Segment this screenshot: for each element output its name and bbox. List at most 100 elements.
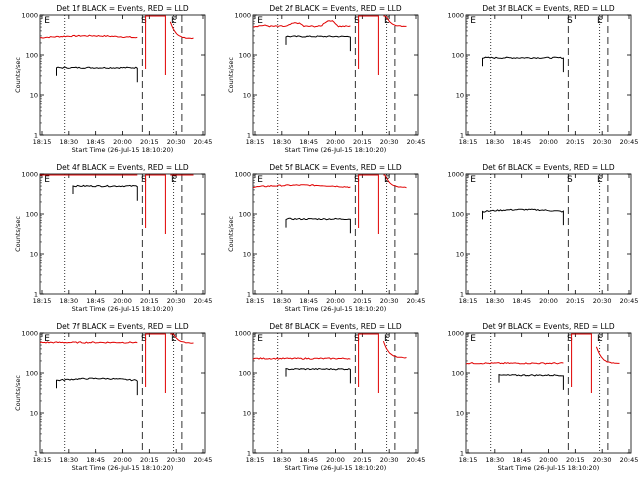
- events-series-line: [285, 217, 351, 234]
- lld-series-line: [595, 346, 620, 364]
- interval-marker: E: [171, 16, 177, 26]
- lld-series-line: [39, 341, 138, 344]
- y-tick-label: 100: [26, 210, 38, 218]
- x-tick-label: 20:00: [326, 138, 345, 146]
- y-tick-label: 10: [30, 409, 38, 417]
- interval-marker: S: [354, 175, 360, 185]
- x-tick-label: 18:45: [299, 456, 318, 464]
- y-axis-label: Counts/sec: [14, 375, 22, 411]
- interval-marker: E: [44, 175, 50, 185]
- x-tick-label: 20:00: [539, 138, 558, 146]
- interval-marker: S: [354, 16, 360, 26]
- interval-marker: E: [257, 334, 263, 344]
- lld-series-line: [145, 333, 166, 393]
- x-tick-label: 20:45: [407, 138, 426, 146]
- y-tick-label: 100: [239, 210, 251, 218]
- x-tick-label: 18:30: [485, 297, 504, 305]
- lld-series-line: [571, 333, 592, 393]
- x-tick-label: 18:15: [246, 456, 265, 464]
- panel-8: Det 8f BLACK = Events, RED = LLD 1 10 100 10…: [234, 322, 425, 472]
- interval-marker: E: [171, 334, 177, 344]
- events-series-line: [72, 184, 138, 201]
- x-tick-label: 20:30: [593, 297, 612, 305]
- lld-series-line: [358, 174, 379, 234]
- events-series-line: [285, 367, 351, 384]
- panel-title: Det 6f BLACK = Events, RED = LLD: [482, 163, 615, 172]
- x-tick-label: 20:30: [380, 297, 399, 305]
- panel-title: Det 1f BLACK = Events, RED = LLD: [56, 4, 189, 13]
- lld-series-line: [145, 15, 166, 75]
- interval-marker: E: [257, 175, 263, 185]
- x-tick-label: 20:15: [353, 456, 372, 464]
- x-tick-label: 18:45: [512, 456, 531, 464]
- x-tick-label: 20:45: [194, 297, 213, 305]
- interval-marker: E: [597, 175, 603, 185]
- lld-series-line: [383, 15, 407, 28]
- x-tick-label: 18:15: [459, 456, 478, 464]
- panel-3: Det 3f BLACK = Events, RED = LLD 1 10 100 10…: [447, 4, 638, 146]
- interval-marker: E: [384, 175, 390, 185]
- x-tick-label: 20:15: [353, 297, 372, 305]
- panel-7: Det 7f BLACK = Events, RED = LLD 1 10 100 10…: [14, 322, 212, 472]
- x-tick-label: 20:00: [326, 456, 345, 464]
- x-tick-label: 20:15: [140, 138, 159, 146]
- y-axis-label: Counts/sec: [227, 57, 235, 93]
- lld-series-line: [39, 34, 138, 39]
- y-tick-label: 10: [243, 409, 251, 417]
- y-tick-label: 1000: [234, 329, 251, 337]
- events-series-line: [498, 373, 564, 390]
- interval-marker: S: [354, 334, 360, 344]
- lld-series-line: [382, 341, 407, 359]
- panel-6: Det 6f BLACK = Events, RED = LLD 1 10 100 10…: [447, 163, 638, 305]
- y-tick-label: 1: [460, 290, 464, 298]
- panel-1: Det 1f BLACK = Events, RED = LLD 1 10 100 10…: [14, 4, 212, 154]
- y-tick-label: 1000: [21, 170, 38, 178]
- events-series-line: [482, 208, 564, 226]
- interval-marker: S: [141, 334, 147, 344]
- x-tick-label: 20:45: [194, 456, 213, 464]
- x-tick-label: 18:15: [33, 297, 52, 305]
- interval-marker: E: [44, 334, 50, 344]
- panel-2: Det 2f BLACK = Events, RED = LLD 1 10 100 10…: [227, 4, 425, 154]
- x-tick-label: 18:45: [86, 456, 105, 464]
- y-tick-label: 1000: [447, 11, 464, 19]
- interval-marker: E: [44, 16, 50, 26]
- interval-marker: E: [171, 175, 177, 185]
- x-tick-label: 18:30: [272, 138, 291, 146]
- events-series-line: [285, 35, 351, 52]
- y-tick-label: 10: [243, 91, 251, 99]
- interval-marker: E: [470, 334, 476, 344]
- panel-4: Det 4f BLACK = Events, RED = LLD 1 10 100 10…: [14, 163, 212, 313]
- panel-title: Det 9f BLACK = Events, RED = LLD: [482, 322, 615, 331]
- events-series-line: [482, 56, 564, 73]
- y-tick-label: 10: [456, 409, 464, 417]
- x-tick-label: 18:15: [33, 456, 52, 464]
- x-tick-label: 20:45: [620, 297, 639, 305]
- y-tick-label: 1000: [447, 329, 464, 337]
- y-tick-label: 10: [456, 91, 464, 99]
- interval-marker: E: [470, 16, 476, 26]
- x-tick-label: 20:00: [539, 297, 558, 305]
- x-tick-label: 18:30: [59, 456, 78, 464]
- panel-title: Det 3f BLACK = Events, RED = LLD: [482, 4, 615, 13]
- y-tick-label: 10: [456, 250, 464, 258]
- panel-title: Det 2f BLACK = Events, RED = LLD: [269, 4, 402, 13]
- x-tick-label: 18:30: [272, 297, 291, 305]
- x-tick-label: 18:30: [59, 297, 78, 305]
- x-tick-label: 20:00: [113, 456, 132, 464]
- x-tick-label: 20:30: [167, 297, 186, 305]
- panel-title: Det 4f BLACK = Events, RED = LLD: [56, 163, 189, 172]
- y-tick-label: 1: [247, 449, 251, 457]
- y-axis-label: Counts/sec: [227, 216, 235, 252]
- y-tick-label: 1000: [21, 329, 38, 337]
- x-tick-label: 20:45: [194, 138, 213, 146]
- y-tick-label: 100: [452, 51, 464, 59]
- x-tick-label: 20:00: [113, 297, 132, 305]
- x-axis-label: Start Time (26-Jul-15 18:10:20): [285, 464, 387, 472]
- y-tick-label: 1000: [21, 11, 38, 19]
- panel-5: Det 5f BLACK = Events, RED = LLD 1 10 100 10…: [227, 163, 425, 313]
- interval-marker: S: [567, 175, 573, 185]
- x-tick-label: 20:15: [140, 456, 159, 464]
- y-tick-label: 1: [34, 290, 38, 298]
